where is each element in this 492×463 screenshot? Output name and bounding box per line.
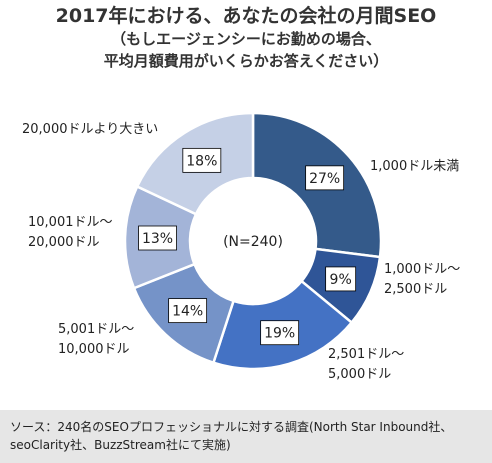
title-line-1: 2017年における、あなたの会社の月間SEO xyxy=(55,5,437,27)
slice-value-label-2: 9% xyxy=(325,266,357,292)
slice-value-label-6: 18% xyxy=(182,147,222,173)
slice-category-line-1-1: 1,000ドル未満 xyxy=(370,159,459,174)
slice-value-text-6: 18% xyxy=(186,153,217,169)
slice-value-box-2 xyxy=(325,266,357,292)
slice-value-text-2: 9% xyxy=(330,272,352,288)
source-line-2: seoClarity社、BuzzStream社にて実施) xyxy=(10,438,231,452)
slice-category-line-3-1: 2,501ドル～ xyxy=(328,347,404,362)
title-line-3: 平均月額費用がいくらかお答えください） xyxy=(103,52,389,70)
slice-value-text-3: 19% xyxy=(264,326,295,342)
slice-category-label-5: 10,001ドル～ 20,000ドル xyxy=(28,215,113,250)
slice-value-box-6 xyxy=(182,147,222,173)
slice-category-label-1: 1,000ドル未満 xyxy=(370,159,459,174)
slice-category-label-4: 5,001ドル～ 10,000ドル xyxy=(58,322,134,357)
slice-value-box-4 xyxy=(168,298,208,324)
chart-title: 2017年における、あなたの会社の月間SEO （もしエージェンシーにお勤めの場合… xyxy=(0,4,492,72)
slice-value-text-1: 27% xyxy=(309,171,340,187)
slice-category-line-4-2: 10,000ドル xyxy=(58,342,130,357)
source-footer: ソース：240名のSEOプロフェッショナルに対する調査(North Star I… xyxy=(0,410,492,463)
slice-value-labels: 27% 9% 19% 14% 13% 18% xyxy=(138,147,357,346)
donut-chart: 27% 9% 19% 14% 13% 18% 1,000ドル未満 1,000ドル～ 2,500… xyxy=(22,111,460,382)
slice-category-line-5-1: 10,001ドル～ xyxy=(28,215,113,230)
slice-value-box-1 xyxy=(305,165,345,191)
slice-category-label-6: 20,000ドルより大きい xyxy=(22,122,158,137)
slice-category-line-6-1: 20,000ドルより大きい xyxy=(22,122,158,137)
title-line-2: （もしエージェンシーにお勤めの場合、 xyxy=(111,30,381,48)
source-line-1: ソース：240名のSEOプロフェッショナルに対する調査(North Star I… xyxy=(10,420,453,434)
slice-value-box-3 xyxy=(260,320,300,346)
slice-value-text-5: 13% xyxy=(142,231,173,247)
slice-value-label-3: 19% xyxy=(260,320,300,346)
center-label: (N=240) xyxy=(223,234,283,250)
slice-value-box-5 xyxy=(138,225,177,251)
slice-value-label-5: 13% xyxy=(138,225,177,251)
slice-value-text-4: 14% xyxy=(172,304,203,320)
slice-category-labels: 1,000ドル未満 1,000ドル～ 2,500ドル 2,501ドル～ 5,000ドル 5… xyxy=(22,122,460,382)
slice-value-label-4: 14% xyxy=(168,298,208,324)
slice-category-label-3: 2,501ドル～ 5,000ドル xyxy=(328,347,404,382)
slice-category-line-5-2: 20,000ドル xyxy=(28,235,100,250)
slice-category-line-2-1: 1,000ドル～ xyxy=(384,262,460,277)
slice-category-label-2: 1,000ドル～ 2,500ドル xyxy=(384,262,460,297)
slice-category-line-4-1: 5,001ドル～ xyxy=(58,322,134,337)
slice-value-label-1: 27% xyxy=(305,165,345,191)
slice-category-line-3-2: 5,000ドル xyxy=(328,367,391,382)
slice-category-line-2-2: 2,500ドル xyxy=(384,282,447,297)
